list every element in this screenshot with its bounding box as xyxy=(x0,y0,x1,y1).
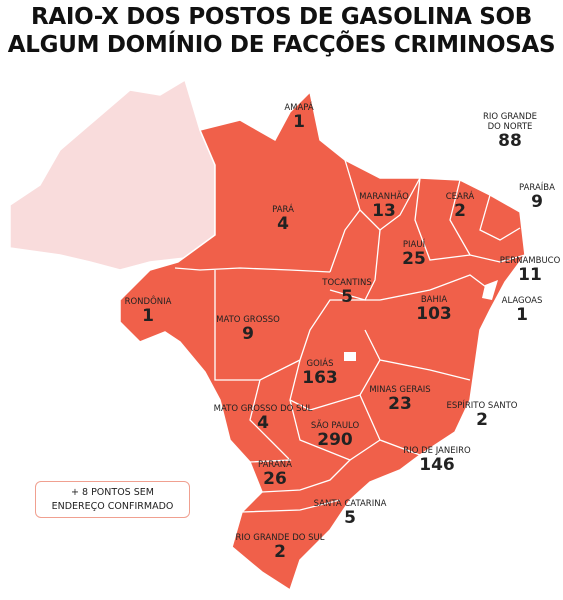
state-count: 4 xyxy=(277,214,289,234)
state-name: MINAS GERAIS xyxy=(369,385,431,395)
note: + 8 PONTOS SEM ENDEREÇO CONFIRMADO xyxy=(35,481,190,518)
state-name: PARÁ xyxy=(272,205,294,215)
state-name: PARAÍBA xyxy=(519,183,555,193)
state-count: 9 xyxy=(242,324,254,344)
state-count: 11 xyxy=(518,265,542,285)
state-name: PERNAMBUCO xyxy=(499,256,561,266)
region-unshaded xyxy=(9,78,216,271)
region-shaded xyxy=(119,90,526,592)
state-label: BAHIA 103 xyxy=(416,295,452,324)
state-label: AMAPÁ 1 xyxy=(284,103,313,132)
title-line: ALGUM DOMÍNIO DE FACÇÕES CRIMINOSAS xyxy=(7,32,556,58)
state-label: SÃO PAULO 290 xyxy=(311,421,359,450)
state-label: RIO GRANDE DO NORTE 88 xyxy=(480,112,540,151)
state-label: PARAÍBA 9 xyxy=(519,183,555,212)
state-name: CEARÁ xyxy=(445,192,475,202)
state-count: 5 xyxy=(341,287,353,307)
state-name: RIO GRANDE DO NORTE xyxy=(482,112,538,132)
state-count: 5 xyxy=(344,508,356,528)
federal-district xyxy=(344,352,356,361)
unshaded-spot xyxy=(482,280,498,300)
state-count: 23 xyxy=(388,394,412,414)
state-count: 25 xyxy=(402,249,426,269)
state-label: ALAGOAS 1 xyxy=(502,296,543,325)
state-count: 290 xyxy=(317,430,353,450)
state-label: MATO GROSSO 9 xyxy=(216,315,280,344)
title-line: RAIO-X DOS POSTOS DE GASOLINA SOB xyxy=(30,4,533,30)
state-label: PARANÁ 26 xyxy=(258,460,292,489)
state-count: 88 xyxy=(498,131,522,151)
state-label: PARÁ 4 xyxy=(272,205,294,234)
state-name: RONDÔNIA xyxy=(124,297,172,307)
state-label: CEARÁ 2 xyxy=(446,192,475,221)
state-count: 4 xyxy=(257,413,269,433)
state-name: AMAPÁ xyxy=(284,103,314,113)
state-borders xyxy=(174,159,526,513)
state-count: 2 xyxy=(454,201,466,221)
state-count: 1 xyxy=(142,306,154,326)
state-label: RONDÔNIA 1 xyxy=(125,297,172,326)
state-name: MARANHÃO xyxy=(359,192,409,202)
state-name: RIO DE JANEIRO xyxy=(403,446,471,456)
state-count: 2 xyxy=(274,542,286,562)
note-line: ENDEREÇO CONFIRMADO xyxy=(51,501,174,512)
state-count: 163 xyxy=(302,368,338,388)
state-label: ESPÍRITO SANTO 2 xyxy=(446,401,517,430)
state-name: ALAGOAS xyxy=(501,296,543,306)
state-count: 103 xyxy=(416,304,452,324)
state-name: GOIÁS xyxy=(306,359,334,369)
state-label: TOCANTINS 5 xyxy=(322,278,371,307)
state-count: 1 xyxy=(293,112,305,132)
state-name: PARANÁ xyxy=(258,460,292,470)
state-name: BAHIA xyxy=(420,295,448,305)
note-line: + 8 PONTOS SEM xyxy=(71,487,154,498)
state-name: MATO GROSSO DO SUL xyxy=(213,404,313,414)
state-label: RIO GRANDE DO SUL 2 xyxy=(235,533,324,562)
state-label: MATO GROSSO DO SUL 4 xyxy=(214,404,313,433)
state-label: RIO DE JANEIRO 146 xyxy=(403,446,470,475)
state-name: TOCANTINS xyxy=(322,278,372,288)
state-count: 26 xyxy=(263,469,287,489)
state-name: SÃO PAULO xyxy=(310,421,360,431)
state-name: RIO GRANDE DO SUL xyxy=(235,533,325,543)
state-label: GOIÁS 163 xyxy=(302,359,338,388)
state-label: SANTA CATARINA 5 xyxy=(314,499,387,528)
state-count: 9 xyxy=(531,192,543,212)
state-label: PIAUÍ 25 xyxy=(402,240,426,269)
state-name: MATO GROSSO xyxy=(216,315,280,325)
state-label: MINAS GERAIS 23 xyxy=(369,385,430,414)
state-count: 2 xyxy=(476,410,488,430)
state-count: 1 xyxy=(516,305,528,325)
state-name: ESPÍRITO SANTO xyxy=(446,401,518,411)
state-name: PIAUÍ xyxy=(402,240,426,250)
state-count: 13 xyxy=(372,201,396,221)
state-label: PERNAMBUCO 11 xyxy=(500,256,561,285)
state-label: MARANHÃO 13 xyxy=(359,192,409,221)
state-name: SANTA CATARINA xyxy=(313,499,387,509)
state-count: 146 xyxy=(419,455,455,475)
